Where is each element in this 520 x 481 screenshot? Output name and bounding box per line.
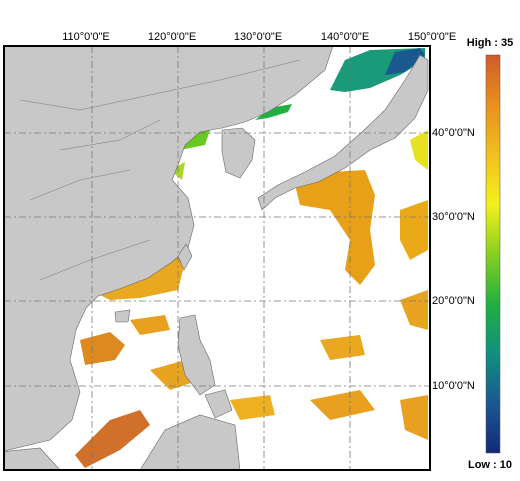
longitude-labels: 110°0'0"E 120°0'0"E 130°0'0"E 140°0'0"E 150°…: [62, 31, 456, 43]
latitude-labels: 40°0'0"N 30°0'0"N 20°0'0"N 10°0'0"N: [432, 127, 475, 392]
lat-label: 20°0'0"N: [432, 295, 475, 307]
lon-label: 140°0'0"E: [321, 31, 369, 43]
lon-label: 150°0'0"E: [408, 31, 456, 43]
lat-label: 30°0'0"N: [432, 211, 475, 223]
lon-label: 110°0'0"E: [62, 31, 110, 43]
legend-low: Low : 10: [468, 459, 512, 471]
lon-label: 130°0'0"E: [234, 31, 282, 43]
color-bar: [485, 54, 501, 454]
map-body: [4, 46, 430, 470]
graticule: [4, 46, 430, 470]
legend-high: High : 35: [467, 37, 513, 49]
lat-label: 10°0'0"N: [432, 380, 475, 392]
map-frame: [3, 45, 431, 471]
lon-label: 120°0'0"E: [148, 31, 196, 43]
land: [4, 46, 429, 470]
lat-label: 40°0'0"N: [432, 127, 475, 139]
